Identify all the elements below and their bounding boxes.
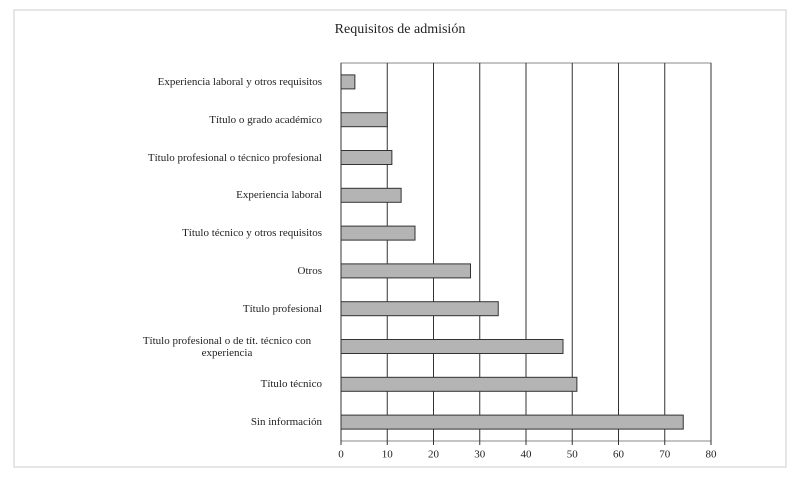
y-tick-label: Título técnico	[260, 378, 322, 391]
x-tick-label: 40	[521, 449, 533, 461]
x-tick-label: 80	[706, 449, 718, 461]
bar	[340, 187, 402, 203]
y-tick-label: Título o grado académico	[209, 113, 322, 126]
y-tick-label: Título técnico y otros requisitos	[182, 227, 322, 240]
bar	[340, 339, 564, 354]
x-tick-label: 70	[659, 449, 671, 461]
y-tick-label: Sin información	[250, 416, 322, 429]
bar	[340, 414, 684, 430]
y-tick-label: Experiencia laboral y otros requisitos	[157, 75, 322, 88]
x-tick-label: 30	[474, 449, 486, 461]
chart-title: Requisitos de admisión	[335, 22, 466, 37]
bar	[340, 263, 471, 279]
y-tick-label: Otros	[297, 264, 322, 277]
x-tick-label: 10	[382, 449, 394, 461]
x-tick-label: 60	[613, 449, 625, 461]
bar	[340, 112, 388, 128]
y-tick-label: Título profesional	[242, 302, 322, 315]
x-tick-label: 0	[338, 449, 344, 461]
x-tick-label: 50	[567, 449, 579, 461]
bar	[340, 225, 416, 241]
bar	[340, 376, 578, 392]
x-tick-label: 20	[428, 449, 440, 461]
y-tick-label: Título profesional o de tít. técnico con…	[142, 334, 312, 359]
bar	[340, 74, 356, 90]
y-tick-label: Experiencia laboral	[236, 189, 322, 202]
bar	[340, 301, 499, 317]
bar	[340, 150, 393, 165]
y-tick-label: Título profesional o técnico profesional	[147, 151, 322, 164]
frame	[13, 9, 787, 468]
